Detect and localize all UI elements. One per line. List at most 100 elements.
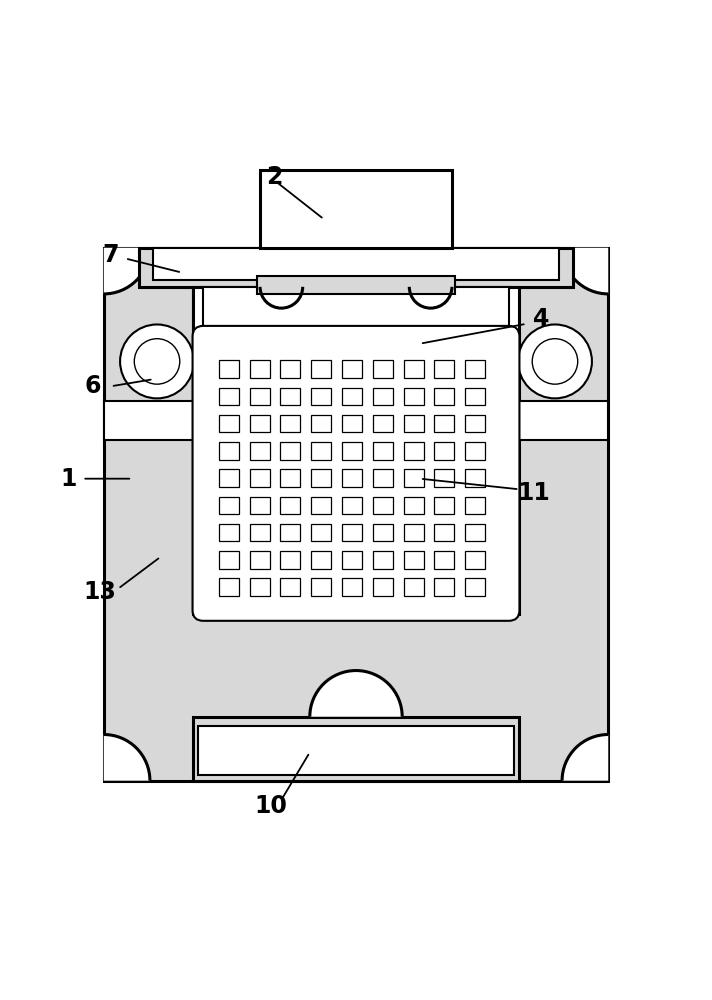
Bar (219, 497, 239, 514)
Bar (373, 551, 393, 569)
Bar (250, 497, 270, 514)
Bar (465, 415, 485, 432)
Bar (281, 388, 300, 405)
Bar (465, 388, 485, 405)
Bar (219, 360, 239, 378)
Bar (250, 388, 270, 405)
Bar (311, 388, 331, 405)
Circle shape (518, 324, 592, 398)
Bar (434, 360, 454, 378)
Bar (465, 524, 485, 541)
Bar (281, 578, 300, 596)
Bar (250, 469, 270, 487)
Bar (404, 551, 424, 569)
Bar (219, 578, 239, 596)
Text: 2: 2 (266, 165, 283, 189)
Bar (373, 469, 393, 487)
Text: 7: 7 (103, 243, 119, 267)
Bar (250, 360, 270, 378)
Bar (250, 578, 270, 596)
Bar (342, 524, 362, 541)
Bar (250, 551, 270, 569)
Text: 11: 11 (518, 481, 550, 505)
Bar (311, 551, 331, 569)
Bar (192, 287, 520, 614)
Bar (281, 469, 300, 487)
Text: 10: 10 (254, 794, 287, 818)
Bar (104, 401, 192, 440)
Bar (404, 578, 424, 596)
Bar (342, 578, 362, 596)
Bar (250, 442, 270, 460)
Bar (434, 551, 454, 569)
Bar (342, 415, 362, 432)
Bar (342, 469, 362, 487)
Circle shape (120, 324, 194, 398)
Bar (465, 442, 485, 460)
Bar (154, 248, 558, 280)
Bar (250, 415, 270, 432)
Bar (198, 726, 514, 775)
Bar (434, 442, 454, 460)
Bar (342, 497, 362, 514)
Bar (281, 497, 300, 514)
Bar (311, 497, 331, 514)
Bar (373, 497, 393, 514)
Bar (250, 524, 270, 541)
Bar (311, 469, 331, 487)
Bar (342, 442, 362, 460)
Bar (373, 360, 393, 378)
FancyBboxPatch shape (192, 326, 520, 621)
Bar (219, 415, 239, 432)
Bar (434, 497, 454, 514)
Bar (404, 415, 424, 432)
Bar (219, 551, 239, 569)
Bar (203, 287, 509, 329)
Wedge shape (562, 735, 608, 781)
Bar (465, 551, 485, 569)
Bar (311, 578, 331, 596)
Bar (281, 360, 300, 378)
Bar (373, 388, 393, 405)
Bar (434, 524, 454, 541)
Bar (219, 388, 239, 405)
Text: 4: 4 (533, 307, 549, 331)
Bar (281, 415, 300, 432)
Text: 13: 13 (84, 580, 117, 604)
Wedge shape (409, 287, 452, 308)
Bar (219, 524, 239, 541)
Circle shape (135, 339, 179, 384)
Bar (434, 578, 454, 596)
Bar (281, 524, 300, 541)
Bar (104, 248, 608, 781)
Bar (311, 360, 331, 378)
Bar (404, 497, 424, 514)
Bar (465, 497, 485, 514)
Bar (373, 524, 393, 541)
Bar (373, 442, 393, 460)
Bar (520, 401, 608, 440)
Wedge shape (260, 287, 303, 308)
Bar (311, 524, 331, 541)
Bar (404, 524, 424, 541)
Bar (256, 276, 456, 294)
Bar (373, 415, 393, 432)
Wedge shape (104, 248, 150, 294)
Bar (434, 415, 454, 432)
Bar (434, 388, 454, 405)
Bar (342, 388, 362, 405)
Bar (373, 578, 393, 596)
Bar (192, 717, 520, 781)
Bar (311, 415, 331, 432)
Bar (260, 170, 452, 248)
Bar (404, 469, 424, 487)
Bar (404, 388, 424, 405)
Bar (465, 360, 485, 378)
Bar (281, 551, 300, 569)
Bar (404, 360, 424, 378)
Bar (342, 360, 362, 378)
Bar (311, 442, 331, 460)
Bar (465, 578, 485, 596)
Bar (219, 469, 239, 487)
Circle shape (533, 339, 577, 384)
